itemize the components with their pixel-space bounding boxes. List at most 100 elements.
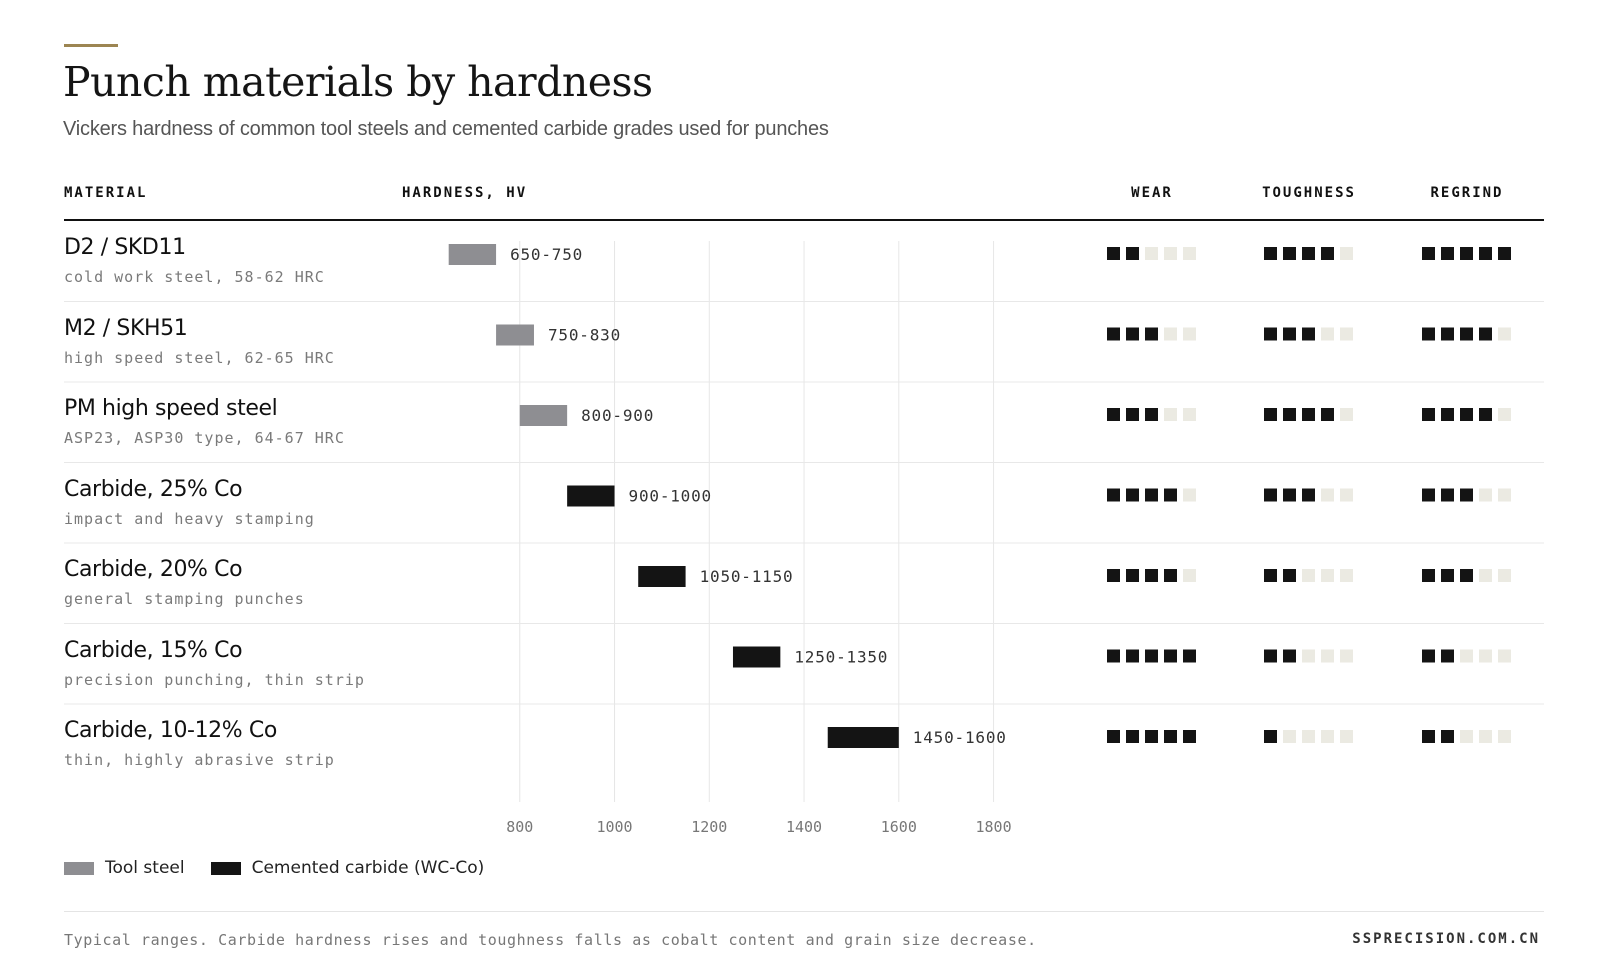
regrind-rating-dot <box>1460 730 1473 743</box>
regrind-rating-dot <box>1422 247 1435 260</box>
wear-rating-dot <box>1164 488 1177 502</box>
toughness-rating-dot <box>1283 247 1296 260</box>
toughness-rating-dot <box>1321 488 1334 502</box>
wear-rating-dot <box>1126 488 1139 502</box>
regrind-rating-dot <box>1498 247 1511 260</box>
wear-rating-dot <box>1164 569 1177 582</box>
regrind-rating-dot <box>1460 408 1473 421</box>
range-bar <box>496 324 534 346</box>
wear-rating-dot <box>1126 247 1139 260</box>
toughness-rating-dot <box>1264 569 1277 582</box>
legend-item-carbide: Cemented carbide (WC-Co) <box>210 858 485 878</box>
regrind-rating-dot <box>1479 408 1492 421</box>
regrind-rating-dot <box>1441 488 1454 502</box>
wear-rating-dot <box>1164 327 1177 341</box>
toughness-rating-dot <box>1302 408 1315 421</box>
range-bar <box>732 646 781 668</box>
wear-rating-dot <box>1145 247 1158 260</box>
toughness-rating-dot <box>1264 730 1277 743</box>
toughness-rating-dot <box>1283 488 1296 502</box>
toughness-rating-dot <box>1340 649 1353 663</box>
regrind-rating-dot <box>1441 327 1454 341</box>
regrind-rating-dot <box>1479 488 1492 502</box>
regrind-rating-dot <box>1441 247 1454 260</box>
x-tick-label: 800 <box>506 818 533 836</box>
wear-rating-dot <box>1183 649 1196 663</box>
material-name: D2 / SKD11 <box>64 235 186 260</box>
wear-rating-dot <box>1126 649 1139 663</box>
regrind-rating-dot <box>1498 488 1511 502</box>
range-bar <box>519 405 568 426</box>
regrind-rating-dot <box>1498 569 1511 582</box>
toughness-rating-dot <box>1264 408 1277 421</box>
wear-rating-dot <box>1164 408 1177 421</box>
legend-label-tool-steel: Tool steel <box>105 858 185 878</box>
legend-swatch-carbide <box>210 861 241 875</box>
range-label: 1450-1600 <box>913 728 1007 747</box>
wear-rating-dot <box>1145 327 1158 341</box>
material-name: M2 / SKH51 <box>64 315 188 341</box>
material-description: ASP23, ASP30 type, 64-67 HRC <box>64 429 345 447</box>
regrind-rating-dot <box>1460 488 1473 502</box>
wear-rating-dot <box>1183 730 1196 743</box>
range-label: 800-900 <box>581 406 654 425</box>
legend-item-tool-steel: Tool steel <box>64 858 185 878</box>
regrind-rating-dot <box>1479 247 1492 260</box>
range-bar <box>638 566 686 587</box>
toughness-rating-dot <box>1283 408 1296 421</box>
material-description: thin, highly abrasive strip <box>64 751 335 769</box>
toughness-rating-dot <box>1321 730 1334 743</box>
wear-rating-dot <box>1145 488 1158 502</box>
toughness-rating-dot <box>1302 327 1315 341</box>
header-divider <box>64 219 1544 221</box>
toughness-rating-dot <box>1340 488 1353 502</box>
material-name: Carbide, 20% Co <box>64 557 243 582</box>
material-description: high speed steel, 62-65 HRC <box>64 348 335 367</box>
wear-rating-dot <box>1126 408 1139 421</box>
material-name: Carbide, 25% Co <box>64 476 243 502</box>
footer-brand: SSPRECISION.COM.CN <box>1352 931 1540 947</box>
wear-rating-dot <box>1126 569 1139 582</box>
footer-note: Typical ranges. Carbide hardness rises a… <box>64 931 1037 949</box>
wear-rating-dot <box>1107 408 1120 421</box>
toughness-rating-dot <box>1340 408 1353 421</box>
column-header-regrind: REGRIND <box>1430 185 1504 201</box>
regrind-rating-dot <box>1441 408 1454 421</box>
wear-rating-dot <box>1145 569 1158 582</box>
range-label: 650-750 <box>510 245 583 264</box>
legend-swatch-tool-steel <box>64 861 94 875</box>
regrind-rating-dot <box>1460 327 1473 341</box>
x-tick-label: 1800 <box>975 818 1011 836</box>
regrind-rating-dot <box>1441 649 1454 663</box>
regrind-rating-dot <box>1479 569 1492 582</box>
regrind-rating-dot <box>1441 569 1454 582</box>
wear-rating-dot <box>1164 649 1177 663</box>
toughness-rating-dot <box>1283 730 1296 743</box>
toughness-rating-dot <box>1302 730 1315 743</box>
toughness-rating-dot <box>1283 327 1296 341</box>
column-header-toughness: TOUGHNESS <box>1262 185 1356 201</box>
wear-rating-dot <box>1164 730 1177 743</box>
column-header-hardness: HARDNESS, HV <box>402 185 528 201</box>
page-subtitle: Vickers hardness of common tool steels a… <box>63 118 829 140</box>
toughness-rating-dot <box>1321 569 1334 582</box>
toughness-rating-dot <box>1264 327 1277 341</box>
toughness-rating-dot <box>1302 488 1315 502</box>
material-name: Carbide, 15% Co <box>64 637 243 663</box>
material-description: precision punching, thin strip <box>64 670 365 689</box>
legend-label-carbide: Cemented carbide (WC-Co) <box>251 858 485 878</box>
toughness-rating-dot <box>1321 327 1334 341</box>
wear-rating-dot <box>1126 730 1139 743</box>
toughness-rating-dot <box>1340 569 1353 582</box>
range-bar <box>827 727 899 748</box>
regrind-rating-dot <box>1422 327 1435 341</box>
range-label: 750-830 <box>548 326 621 345</box>
toughness-rating-dot <box>1340 247 1353 260</box>
range-label: 1250-1350 <box>794 648 888 667</box>
legend: Tool steel Cemented carbide (WC-Co) <box>64 858 510 878</box>
regrind-rating-dot <box>1422 730 1435 743</box>
wear-rating-dot <box>1126 327 1139 341</box>
toughness-rating-dot <box>1302 649 1315 663</box>
toughness-rating-dot <box>1264 649 1277 663</box>
x-tick-label: 1200 <box>691 818 727 836</box>
